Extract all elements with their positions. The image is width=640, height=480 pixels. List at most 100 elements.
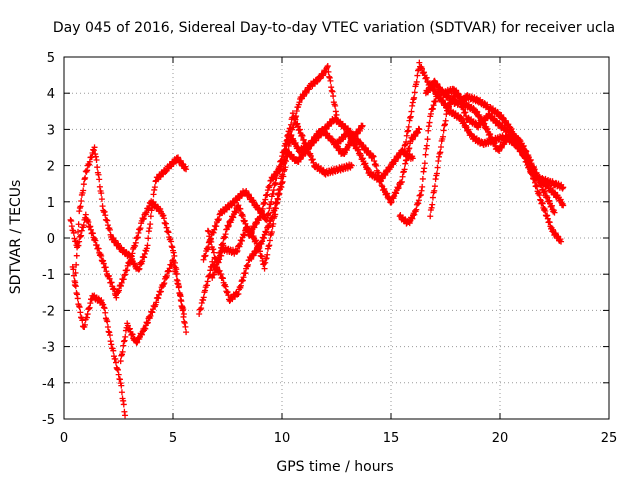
data-point <box>560 202 567 209</box>
data-point <box>429 194 436 201</box>
data-point <box>256 244 263 251</box>
data-point <box>104 217 111 224</box>
data-point <box>74 291 81 298</box>
data-point <box>425 123 432 130</box>
x-tick-label: 10 <box>274 431 291 446</box>
data-point <box>182 323 189 330</box>
data-point <box>104 222 111 229</box>
data-point <box>200 294 207 301</box>
data-point <box>200 297 207 304</box>
data-point <box>126 326 133 333</box>
data-point <box>431 187 438 194</box>
data-point <box>173 271 180 278</box>
data-point <box>94 164 101 171</box>
data-point <box>268 198 275 205</box>
data-point <box>415 125 422 132</box>
data-point <box>273 200 280 207</box>
data-point <box>124 267 131 274</box>
data-point <box>85 306 92 313</box>
data-point <box>378 182 385 189</box>
x-tick-label: 0 <box>60 431 68 446</box>
data-point <box>98 196 105 203</box>
data-point <box>198 299 205 306</box>
data-point <box>436 150 443 157</box>
data-point <box>215 216 222 223</box>
data-point <box>165 268 172 275</box>
data-point <box>258 253 265 260</box>
data-point <box>409 215 416 222</box>
data-point <box>432 176 439 183</box>
data-point <box>228 202 235 209</box>
data-point <box>268 228 275 235</box>
data-point <box>204 282 211 289</box>
data-point <box>440 127 447 134</box>
data-point <box>274 199 281 206</box>
data-point <box>426 119 433 126</box>
data-point <box>442 117 449 124</box>
data-point <box>132 239 139 246</box>
data-point <box>135 229 142 236</box>
data-point <box>559 185 566 192</box>
data-point <box>68 223 75 230</box>
data-point <box>175 284 182 291</box>
data-point <box>435 158 442 165</box>
data-point <box>117 376 124 383</box>
data-point <box>136 226 143 233</box>
data-point <box>124 322 131 329</box>
data-point <box>399 173 406 180</box>
data-point <box>76 304 83 311</box>
data-point <box>415 197 422 204</box>
data-point <box>206 233 213 240</box>
data-point <box>203 245 210 252</box>
data-point <box>96 176 103 183</box>
data-point <box>95 171 102 178</box>
data-point <box>116 287 123 294</box>
data-point <box>219 275 226 282</box>
data-point <box>446 103 453 110</box>
data-point <box>421 160 428 167</box>
data-point <box>420 168 427 175</box>
data-point <box>260 260 267 267</box>
data-point <box>383 190 390 197</box>
data-point <box>265 210 272 217</box>
data-point <box>274 196 281 203</box>
data-point <box>324 64 331 71</box>
data-point <box>431 183 438 190</box>
data-point <box>151 184 158 191</box>
data-point <box>204 278 211 285</box>
data-point <box>200 256 207 263</box>
data-point <box>210 246 217 253</box>
data-point <box>138 331 145 338</box>
data-point <box>113 294 120 301</box>
data-point <box>120 276 127 283</box>
data-point <box>81 176 88 183</box>
series-track-a <box>67 198 190 336</box>
data-point <box>111 286 118 293</box>
data-point <box>84 311 91 318</box>
data-point <box>434 164 441 171</box>
data-point <box>370 153 377 160</box>
data-point <box>401 148 408 155</box>
y-tick-label: -4 <box>42 377 55 392</box>
data-point <box>371 157 378 164</box>
data-point <box>210 229 217 236</box>
data-point <box>150 191 157 198</box>
data-point <box>72 269 79 276</box>
y-tick-label: 2 <box>47 160 55 175</box>
data-point <box>431 98 438 105</box>
data-point <box>161 280 168 287</box>
data-point <box>137 259 144 266</box>
data-point <box>419 175 426 182</box>
data-point <box>551 209 558 216</box>
data-point <box>78 232 85 239</box>
data-point <box>153 299 160 306</box>
data-point <box>162 273 169 280</box>
data-point <box>328 84 335 91</box>
data-point <box>133 339 140 346</box>
data-point <box>139 258 146 265</box>
data-point <box>70 266 77 273</box>
data-point <box>122 412 129 419</box>
data-point <box>177 157 184 164</box>
data-point <box>419 65 426 72</box>
